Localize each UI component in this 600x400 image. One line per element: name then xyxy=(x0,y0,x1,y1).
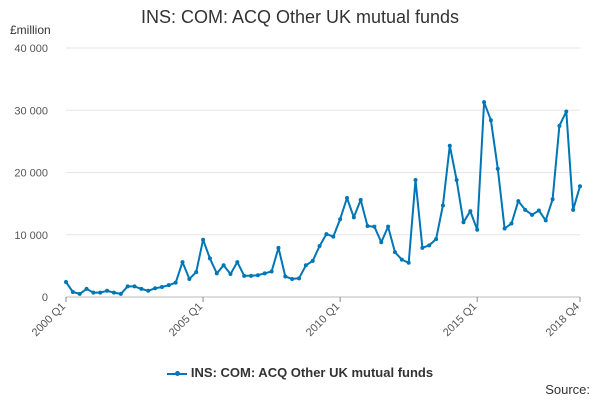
x-axis-ticks: 2000 Q1 2005 Q1 2010 Q1 2015 Q1 2018 Q4 xyxy=(30,297,582,339)
data-point xyxy=(125,284,130,289)
y-axis-unit-label: £million xyxy=(10,23,51,37)
data-point xyxy=(392,250,397,255)
data-point xyxy=(166,283,171,288)
data-point xyxy=(516,199,521,204)
series-layer xyxy=(64,100,582,296)
data-point xyxy=(344,196,349,201)
data-point xyxy=(249,273,254,278)
data-point xyxy=(358,197,363,202)
data-point xyxy=(427,243,432,248)
data-point xyxy=(255,273,260,278)
data-point xyxy=(84,286,89,291)
data-point xyxy=(331,234,336,239)
data-point xyxy=(502,226,507,231)
data-point xyxy=(207,256,212,261)
data-point xyxy=(338,217,343,222)
gridlines xyxy=(66,47,580,298)
data-point xyxy=(461,220,466,225)
data-point xyxy=(543,218,548,223)
data-point xyxy=(578,184,582,189)
data-point xyxy=(194,270,199,275)
data-point xyxy=(276,245,281,250)
data-point xyxy=(105,288,110,293)
y-axis-ticks: 0 10 000 20 000 30 000 40 000 xyxy=(14,43,48,304)
x-tick-label: 2005 Q1 xyxy=(167,301,205,339)
legend: INS: COM: ACQ Other UK mutual funds xyxy=(0,365,600,380)
data-point xyxy=(310,258,315,263)
data-point xyxy=(413,177,418,182)
x-tick-label: 2000 Q1 xyxy=(30,301,68,339)
data-point xyxy=(434,237,439,242)
data-point xyxy=(159,285,164,290)
data-point xyxy=(180,260,185,265)
data-point xyxy=(98,290,103,295)
data-point xyxy=(564,109,569,114)
data-point xyxy=(70,290,75,295)
data-point xyxy=(290,276,295,281)
data-point xyxy=(132,284,137,289)
data-point xyxy=(495,166,500,171)
y-tick-label: 40 000 xyxy=(14,43,48,55)
data-point xyxy=(530,212,535,217)
data-point xyxy=(482,100,487,105)
y-tick-label: 10 000 xyxy=(14,230,48,242)
data-point xyxy=(187,276,192,281)
data-point xyxy=(269,269,274,274)
data-point xyxy=(440,203,445,208)
legend-label: INS: COM: ACQ Other UK mutual funds xyxy=(190,365,434,380)
data-point xyxy=(379,240,384,245)
data-point xyxy=(475,227,480,232)
data-point xyxy=(386,224,391,229)
data-point xyxy=(235,260,240,265)
data-point xyxy=(488,118,493,123)
data-point xyxy=(139,286,144,291)
y-tick-label: 0 xyxy=(42,292,48,304)
data-point xyxy=(221,263,226,268)
x-tick-label: 2018 Q4 xyxy=(544,301,582,339)
data-point xyxy=(91,290,96,295)
x-tick-label: 2015 Q1 xyxy=(441,301,479,339)
data-point xyxy=(228,271,233,276)
data-point xyxy=(536,208,541,213)
data-point xyxy=(509,221,514,226)
series-line xyxy=(65,101,581,295)
data-point xyxy=(523,207,528,212)
data-point xyxy=(557,123,562,128)
data-point xyxy=(214,271,219,276)
data-point xyxy=(317,243,322,248)
data-point xyxy=(447,143,452,148)
legend-swatch xyxy=(166,370,187,376)
data-point xyxy=(64,280,68,285)
data-point xyxy=(550,197,555,202)
data-point xyxy=(351,215,356,220)
data-point xyxy=(468,209,473,214)
source-label: Source: xyxy=(545,382,590,397)
data-point xyxy=(146,288,151,293)
data-point xyxy=(420,245,425,250)
data-point xyxy=(242,273,247,278)
data-point xyxy=(201,237,206,242)
data-point xyxy=(153,286,158,291)
data-point xyxy=(454,177,459,182)
data-point xyxy=(303,263,308,268)
chart-title: INS: COM: ACQ Other UK mutual funds xyxy=(140,7,460,27)
x-tick-label: 2010 Q1 xyxy=(304,301,342,339)
data-point xyxy=(406,260,411,265)
data-point xyxy=(399,257,404,262)
data-point xyxy=(77,291,82,296)
data-point xyxy=(111,290,116,295)
data-point xyxy=(571,207,576,212)
y-tick-label: 30 000 xyxy=(14,105,48,117)
data-point xyxy=(262,271,267,276)
data-point xyxy=(365,224,370,229)
data-point xyxy=(173,280,178,285)
y-tick-label: 20 000 xyxy=(14,168,48,180)
data-point xyxy=(297,276,302,281)
data-point xyxy=(324,232,329,237)
data-point xyxy=(372,224,377,229)
data-point xyxy=(118,291,123,296)
data-point xyxy=(283,274,288,279)
